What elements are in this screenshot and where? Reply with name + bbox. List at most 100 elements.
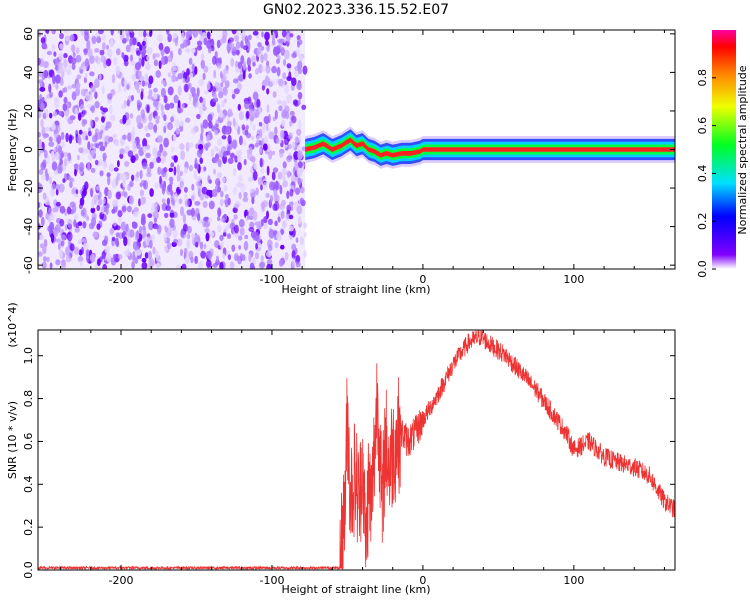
noise-speck [205, 189, 212, 196]
noise-speck [153, 93, 158, 100]
noise-speck [188, 164, 194, 172]
noise-speck [53, 96, 60, 102]
noise-speck [117, 210, 123, 218]
noise-speck [275, 46, 281, 55]
noise-speck [296, 48, 300, 57]
noise-speck [248, 253, 252, 263]
noise-speck [126, 205, 132, 213]
noise-speck [115, 48, 121, 56]
noise-speck [212, 97, 219, 103]
noise-speck [145, 152, 151, 159]
noise-speck [256, 221, 262, 230]
noise-speck [61, 261, 67, 269]
noise-speck [242, 60, 247, 71]
noise-speck [249, 207, 255, 216]
noise-speck [149, 161, 154, 169]
noise-speck [124, 160, 130, 167]
noise-speck [221, 177, 226, 183]
noise-speck [295, 237, 299, 243]
noise-speck [102, 152, 107, 161]
noise-speck [184, 193, 188, 201]
noise-speck [280, 244, 285, 250]
noise-speck [170, 146, 175, 153]
noise-speck [71, 44, 76, 53]
noise-speck [108, 136, 114, 143]
noise-speck [185, 48, 191, 53]
noise-speck [75, 47, 80, 54]
noise-speck [282, 58, 287, 66]
noise-speck [38, 169, 44, 175]
noise-speck [104, 125, 109, 131]
noise-speck [175, 127, 181, 135]
noise-speck [217, 207, 222, 217]
noise-speck [155, 262, 161, 269]
noise-speck [282, 161, 287, 169]
noise-speck [195, 241, 199, 248]
noise-speck [125, 44, 131, 53]
noise-speck [216, 103, 221, 114]
noise-speck [136, 99, 141, 106]
noise-speck [146, 104, 150, 113]
noise-speck [193, 170, 197, 180]
noise-speck [224, 80, 230, 88]
noise-speck [94, 159, 99, 166]
noise-speck [79, 197, 85, 206]
noise-speck [131, 74, 136, 81]
noise-speck [46, 200, 50, 206]
y-tick-label: -40 [22, 218, 35, 236]
noise-speck [160, 158, 166, 164]
noise-speck [77, 255, 84, 263]
noise-speck [102, 107, 108, 113]
noise-speck [217, 224, 222, 233]
noise-speck [296, 35, 301, 41]
noise-speck [220, 240, 224, 250]
noise-speck [146, 47, 153, 55]
noise-speck [224, 194, 229, 200]
snr-series [38, 330, 675, 570]
noise-speck [183, 186, 188, 193]
noise-speck [83, 48, 88, 56]
noise-speck [210, 148, 215, 158]
noise-speck [206, 251, 213, 259]
noise-speck [249, 188, 255, 193]
noise-speck [98, 198, 103, 206]
noise-speck [65, 132, 69, 143]
noise-speck [215, 178, 221, 187]
noise-speck [118, 82, 122, 93]
noise-speck [119, 153, 124, 159]
noise-speck [101, 205, 105, 215]
noise-speck [286, 190, 290, 199]
noise-speck [282, 168, 287, 176]
noise-speck [110, 30, 114, 36]
noise-speck [163, 95, 168, 104]
noise-speck [220, 71, 223, 79]
noise-speck [60, 141, 65, 149]
signal-peak [322, 142, 327, 147]
noise-speck [286, 170, 291, 179]
noise-speck [248, 34, 252, 41]
noise-speck [159, 175, 162, 185]
noise-speck [49, 91, 53, 98]
noise-speck [302, 65, 308, 75]
spectrogram-ylabel: Frequency (Hz) [6, 109, 19, 192]
noise-speck [297, 161, 303, 169]
noise-speck [42, 245, 47, 255]
noise-speck [140, 217, 146, 226]
noise-speck [162, 150, 168, 157]
noise-speck [86, 40, 91, 50]
noise-speck [274, 109, 278, 120]
noise-speck [273, 188, 278, 199]
noise-speck [96, 258, 101, 266]
noise-speck [38, 209, 43, 218]
noise-speck [153, 217, 157, 223]
noise-speck [208, 179, 212, 185]
noise-speck [200, 53, 205, 62]
noise-speck [81, 190, 85, 199]
noise-speck [278, 105, 283, 112]
signal-peak [330, 147, 335, 152]
noise-speck [196, 87, 200, 97]
noise-speck [74, 213, 78, 220]
noise-speck [127, 118, 132, 126]
noise-speck [272, 91, 277, 98]
noise-speck [78, 147, 84, 153]
